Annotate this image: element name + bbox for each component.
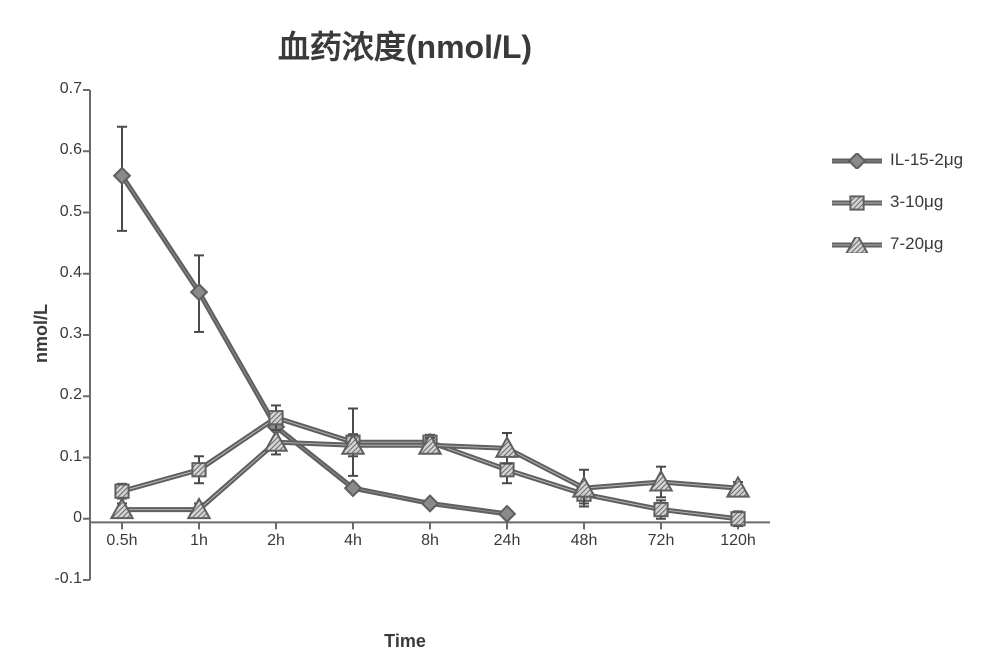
x-tick-label: 2h — [246, 532, 306, 550]
legend-label: 3-10μg — [890, 192, 943, 212]
legend-item: IL-15-2μg — [832, 150, 992, 170]
x-tick-label: 48h — [554, 532, 614, 550]
y-tick-label: 0.1 — [12, 448, 82, 466]
x-tick-label: 72h — [631, 532, 691, 550]
legend-swatch — [832, 237, 882, 251]
legend-item: 3-10μg — [832, 192, 992, 212]
y-tick-label: 0.2 — [12, 386, 82, 404]
x-tick-label: 120h — [708, 532, 768, 550]
chart-plot — [0, 0, 1000, 670]
x-tick-label: 8h — [400, 532, 460, 550]
legend-label: 7-20μg — [890, 234, 943, 254]
x-tick-label: 1h — [169, 532, 229, 550]
legend-item: 7-20μg — [832, 234, 992, 254]
legend-label: IL-15-2μg — [890, 150, 963, 170]
y-tick-label: 0 — [12, 509, 82, 527]
y-tick-label: 0.5 — [12, 203, 82, 221]
x-tick-label: 24h — [477, 532, 537, 550]
y-tick-label: 0.7 — [12, 80, 82, 98]
y-tick-label: 0.3 — [12, 325, 82, 343]
chart-legend: IL-15-2μg 3-10μg 7-20μg — [832, 150, 992, 276]
x-tick-label: 0.5h — [92, 532, 152, 550]
y-tick-label: -0.1 — [12, 570, 82, 588]
y-tick-label: 0.4 — [12, 264, 82, 282]
legend-swatch — [832, 153, 882, 167]
legend-swatch — [832, 195, 882, 209]
chart-container: 血药浓度(nmol/L) nmol/L Time -0.100.10.20.30… — [0, 0, 1000, 670]
y-tick-label: 0.6 — [12, 141, 82, 159]
x-tick-label: 4h — [323, 532, 383, 550]
